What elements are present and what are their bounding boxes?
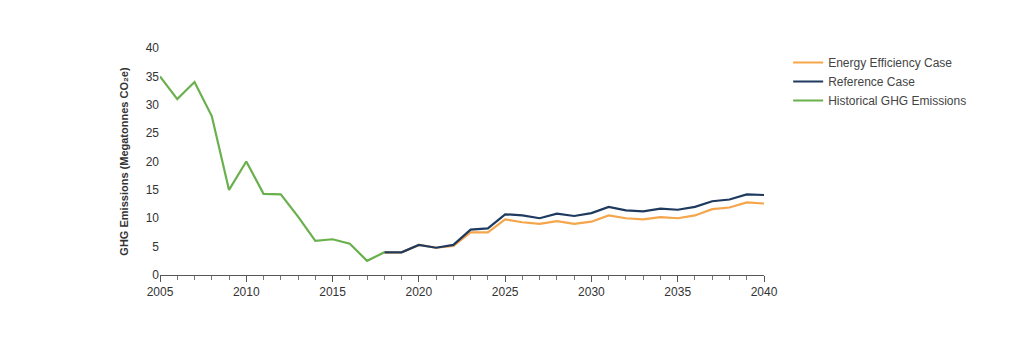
svg-text:Energy Efficiency Case: Energy Efficiency Case bbox=[828, 56, 952, 70]
svg-text:25: 25 bbox=[146, 126, 160, 140]
svg-text:2030: 2030 bbox=[578, 285, 605, 299]
svg-text:10: 10 bbox=[146, 211, 160, 225]
svg-text:2010: 2010 bbox=[233, 285, 260, 299]
svg-text:5: 5 bbox=[152, 240, 159, 254]
svg-text:40: 40 bbox=[146, 41, 160, 55]
svg-text:0: 0 bbox=[152, 268, 159, 282]
svg-text:Reference Case: Reference Case bbox=[828, 75, 915, 89]
svg-text:15: 15 bbox=[146, 183, 160, 197]
svg-text:20: 20 bbox=[146, 155, 160, 169]
svg-text:GHG Emissions (Megatonnes CO₂e: GHG Emissions (Megatonnes CO₂e) bbox=[118, 67, 130, 256]
svg-text:2035: 2035 bbox=[664, 285, 691, 299]
svg-text:2025: 2025 bbox=[492, 285, 519, 299]
svg-text:30: 30 bbox=[146, 98, 160, 112]
svg-text:Historical GHG Emissions: Historical GHG Emissions bbox=[828, 94, 966, 108]
svg-text:2015: 2015 bbox=[319, 285, 346, 299]
svg-text:2040: 2040 bbox=[751, 285, 778, 299]
svg-text:2020: 2020 bbox=[406, 285, 433, 299]
svg-text:2005: 2005 bbox=[147, 285, 174, 299]
svg-text:35: 35 bbox=[146, 70, 160, 84]
